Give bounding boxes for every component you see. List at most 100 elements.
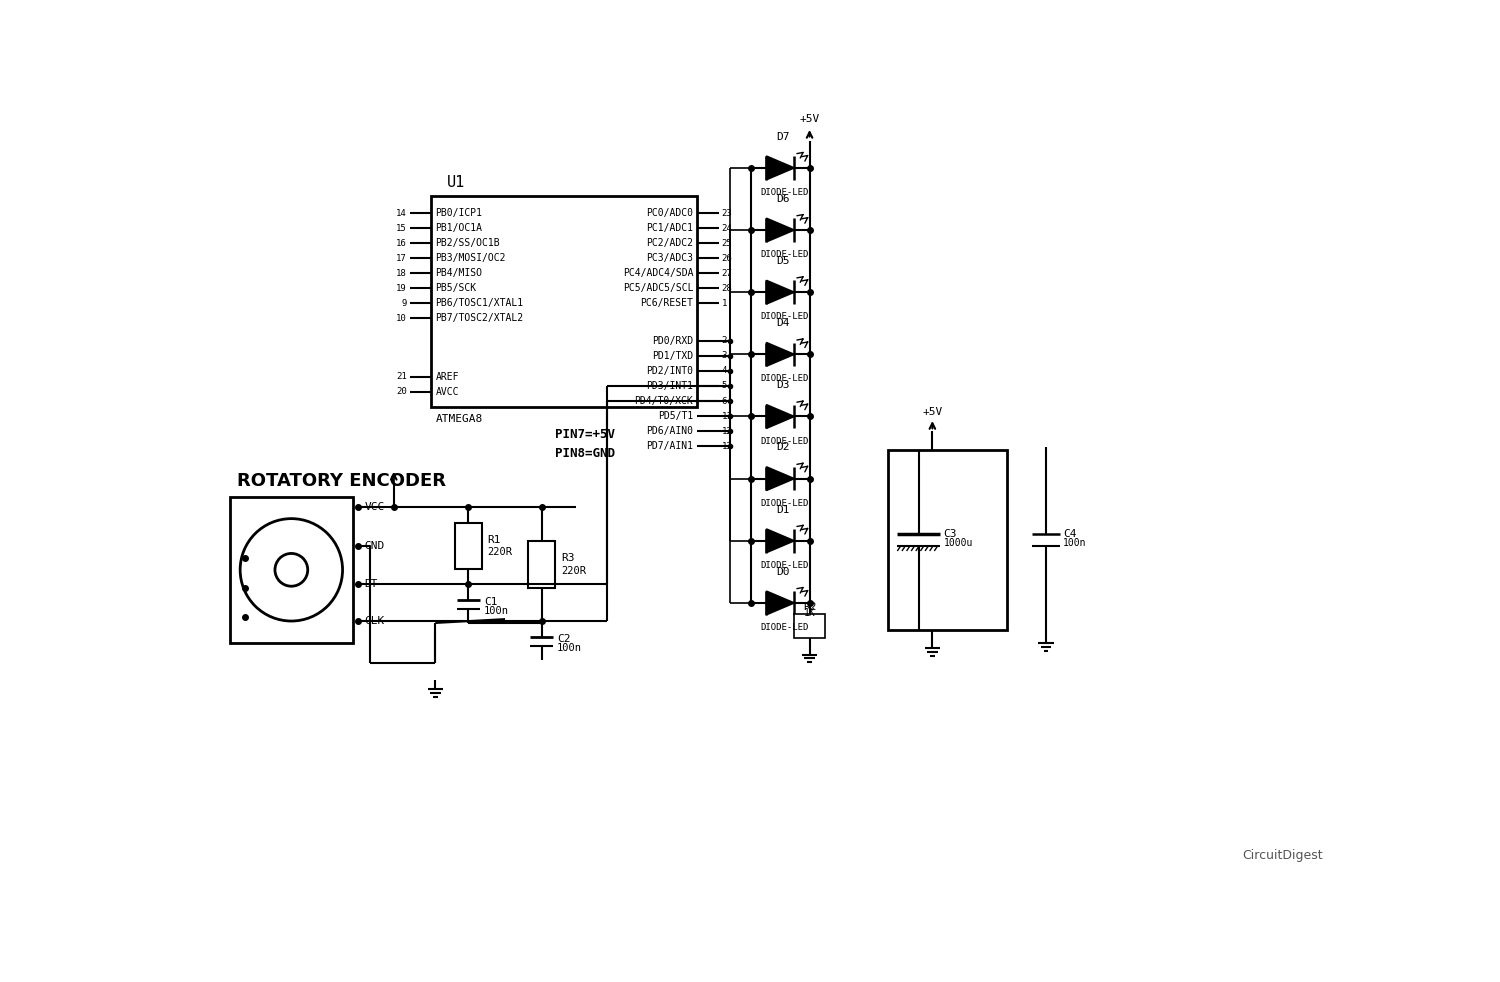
Polygon shape [766, 529, 794, 553]
Text: 6: 6 [722, 397, 728, 406]
Text: 24: 24 [722, 224, 732, 233]
Text: 1000u: 1000u [944, 538, 974, 548]
Text: D3: D3 [777, 380, 790, 390]
Text: 1: 1 [722, 299, 728, 308]
Text: 100n: 100n [556, 642, 582, 653]
Text: PD5/T1: PD5/T1 [658, 411, 693, 421]
Text: PC0/ADC0: PC0/ADC0 [646, 208, 693, 218]
Text: CircuitDigest: CircuitDigest [1242, 849, 1323, 862]
Text: 16: 16 [396, 239, 406, 247]
Text: 17: 17 [396, 254, 406, 263]
Polygon shape [766, 343, 794, 366]
Text: PD6/AIN0: PD6/AIN0 [646, 426, 693, 436]
Bar [432, 196, 698, 408]
Text: PD4/T0/XCK: PD4/T0/XCK [634, 396, 693, 406]
Text: 220R: 220R [561, 566, 586, 575]
Polygon shape [766, 591, 794, 615]
Text: 9: 9 [402, 299, 406, 308]
Text: 3: 3 [722, 352, 728, 360]
Text: PB3/MOSI/OC2: PB3/MOSI/OC2 [435, 253, 506, 263]
Text: DIODE-LED: DIODE-LED [760, 499, 808, 508]
Text: C1: C1 [484, 597, 498, 607]
Text: PC2/ADC2: PC2/ADC2 [646, 239, 693, 248]
Text: D2: D2 [777, 443, 790, 453]
Text: 23: 23 [722, 209, 732, 218]
Text: GND: GND [364, 541, 384, 551]
Text: C2: C2 [556, 634, 570, 644]
Text: DIODE-LED: DIODE-LED [760, 437, 808, 446]
Text: PC5/ADC5/SCL: PC5/ADC5/SCL [622, 284, 693, 294]
Text: U1: U1 [447, 175, 465, 191]
Text: 13: 13 [722, 442, 732, 451]
Text: R1: R1 [488, 535, 501, 545]
Text: PC3/ADC3: PC3/ADC3 [646, 253, 693, 263]
Text: PB6/TOSC1/XTAL1: PB6/TOSC1/XTAL1 [435, 299, 524, 308]
Text: D1: D1 [777, 505, 790, 515]
Text: 100n: 100n [484, 606, 508, 616]
Text: DIODE-LED: DIODE-LED [760, 561, 808, 570]
Text: PB7/TOSC2/XTAL2: PB7/TOSC2/XTAL2 [435, 313, 524, 323]
Text: 20: 20 [396, 388, 406, 397]
Text: D7: D7 [777, 132, 790, 141]
Text: 1K: 1K [804, 608, 816, 618]
Text: PC1/ADC1: PC1/ADC1 [646, 223, 693, 234]
Text: DIODE-LED: DIODE-LED [760, 623, 808, 632]
Text: CLK: CLK [364, 617, 384, 627]
Text: 2: 2 [722, 337, 728, 346]
Bar [794, 615, 825, 637]
Bar [888, 451, 1008, 629]
Text: 14: 14 [396, 209, 406, 218]
Text: R2: R2 [802, 602, 816, 612]
Text: C3: C3 [944, 529, 957, 539]
Text: PB2/SS/OC1B: PB2/SS/OC1B [435, 239, 500, 248]
Text: 27: 27 [722, 269, 732, 278]
Text: 25: 25 [722, 239, 732, 247]
Text: ROTATORY ENCODER: ROTATORY ENCODER [237, 472, 447, 490]
Polygon shape [766, 281, 794, 304]
Text: PB4/MISO: PB4/MISO [435, 268, 483, 278]
Text: 5: 5 [722, 381, 728, 391]
Text: PB1/OC1A: PB1/OC1A [435, 223, 483, 234]
Bar [230, 497, 352, 643]
Text: 19: 19 [396, 284, 406, 293]
Text: DT: DT [364, 579, 378, 589]
Text: ATMEGA8: ATMEGA8 [435, 413, 483, 424]
Text: 100n: 100n [1064, 538, 1086, 548]
Text: 21: 21 [396, 372, 406, 381]
Text: PB0/ICP1: PB0/ICP1 [435, 208, 483, 218]
Text: DIODE-LED: DIODE-LED [760, 312, 808, 321]
Text: +5V: +5V [922, 407, 942, 417]
Text: 12: 12 [722, 426, 732, 436]
Text: DIODE-LED: DIODE-LED [760, 188, 808, 197]
Text: 15: 15 [396, 224, 406, 233]
Polygon shape [766, 466, 794, 490]
Text: PIN8=GND: PIN8=GND [555, 447, 615, 460]
Text: AREF: AREF [435, 371, 459, 382]
Text: D0: D0 [777, 567, 790, 576]
Text: DIODE-LED: DIODE-LED [760, 374, 808, 383]
Text: 10: 10 [396, 314, 406, 323]
Text: 11: 11 [722, 411, 732, 420]
Text: D6: D6 [777, 193, 790, 204]
Text: 4: 4 [722, 366, 728, 375]
Text: PC6/RESET: PC6/RESET [640, 299, 693, 308]
Polygon shape [766, 405, 794, 428]
Bar [454, 522, 483, 569]
Text: VCC: VCC [364, 503, 384, 513]
Bar [528, 541, 555, 587]
Text: PIN7=+5V: PIN7=+5V [555, 428, 615, 441]
Text: +5V: +5V [800, 114, 819, 124]
Text: 220R: 220R [488, 547, 513, 557]
Text: PD7/AIN1: PD7/AIN1 [646, 441, 693, 451]
Text: C4: C4 [1064, 529, 1077, 539]
Text: R3: R3 [561, 553, 574, 564]
Text: PC4/ADC4/SDA: PC4/ADC4/SDA [622, 268, 693, 278]
Polygon shape [766, 218, 794, 242]
Text: PB5/SCK: PB5/SCK [435, 284, 477, 294]
Polygon shape [766, 156, 794, 180]
Text: PD1/TXD: PD1/TXD [652, 351, 693, 361]
Text: D5: D5 [777, 256, 790, 266]
Text: 18: 18 [396, 269, 406, 278]
Text: PD3/INT1: PD3/INT1 [646, 381, 693, 391]
Text: 26: 26 [722, 254, 732, 263]
